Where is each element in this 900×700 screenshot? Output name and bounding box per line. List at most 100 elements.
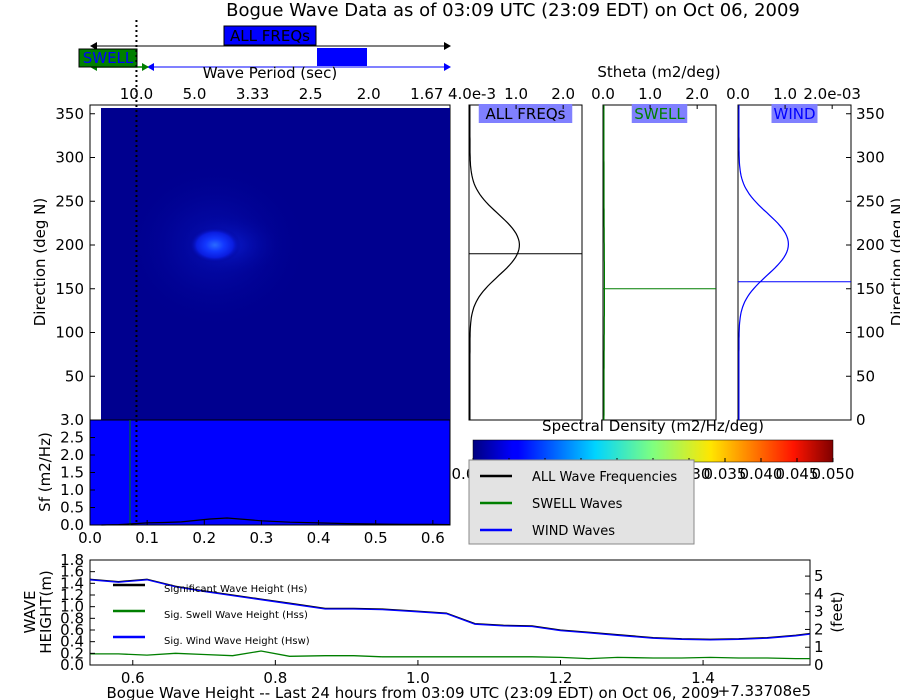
heatmap-y-tick-label: 100: [55, 324, 84, 342]
spread-panel-all-freqs: ALL FREQs 1.0 2.0 4.0e-3: [448, 85, 583, 421]
swell-label-box: [78, 48, 138, 68]
heatmap-x-tick-label: 3.33: [236, 85, 269, 103]
band-indicator: ALL FREQs SWELL: [78, 25, 451, 71]
wave-height-x-tick-label: 0.8: [263, 669, 287, 687]
colorbar-label: Spectral Density (m2/Hz/deg): [542, 417, 764, 435]
spread-x-tick-label: 1.0: [638, 85, 662, 103]
heatmap-y-tick-label: 50: [65, 367, 84, 385]
wave-height-feet-tick-label: 1: [814, 638, 824, 656]
wave-height-line: [90, 650, 810, 660]
wave-height-feet-tick-label: 5: [814, 567, 824, 585]
wave-height-legend-label: Sig. Swell Wave Height (Hss): [164, 610, 308, 621]
spread-y-tick-label: 100: [856, 324, 885, 342]
wave-height-y-axis-label-line1: WAVE: [21, 590, 39, 633]
spectrum-legend-entries: ALL Wave Frequencies SWELL Waves WIND Wave…: [480, 470, 677, 539]
heatmap-y-tick-label: 350: [55, 105, 84, 123]
wave-height-feet-tick-label: 4: [814, 585, 824, 603]
spread-y-tick-label: 350: [856, 105, 885, 123]
wave-height-y-tick-label: 1.2: [60, 586, 84, 604]
heatmap-peak-region: [188, 227, 241, 263]
spectrum-y-tick-label: 0.5: [60, 499, 84, 517]
wave-height-series: [89, 578, 811, 660]
wave-height-x-tick-label: 1.4: [691, 669, 715, 687]
heatmap-y-tick-label: 200: [55, 236, 84, 254]
spread-panel-label-box: [771, 104, 818, 123]
heatmap-y-axis-label: Direction (deg N): [31, 198, 49, 327]
spectrum-legend-label: WIND Waves: [532, 524, 615, 539]
spread-x-tick-label: 1.0: [773, 85, 797, 103]
spread-y-tick-label: 200: [856, 236, 885, 254]
wave-height-y-tick-label: 0.2: [60, 644, 84, 662]
spread-y-tick-label: 0: [856, 411, 866, 429]
all-freq-label-box: [223, 25, 317, 46]
wave-height-y-tick-label: 0.0: [60, 656, 84, 674]
spread-curve: [738, 105, 790, 420]
heatmap-panel: Wave Period (sec) 10.0 5.0 3.33 2.5 2.0 1.67 …: [31, 64, 451, 421]
directional-spread-panels: Stheta (m2/deg) ALL FREQs 1.0 2.0 4.0e-3 SWE…: [448, 63, 900, 429]
spectrum-y-tick-label: 3.0: [60, 411, 84, 429]
wave-height-panel: 0.6 0.8 1.0 1.2 1.40.00.20.40.60.81.01.21.41…: [21, 551, 846, 700]
wave-height-ticks: 0.6 0.8 1.0 1.2 1.40.00.20.40.60.81.01.21.41…: [60, 551, 823, 687]
spread-panel-label-box: [478, 104, 573, 123]
spread-panel-frame: [468, 104, 583, 421]
wind-band-left-arrow: [147, 63, 154, 71]
wave-height-x-tick-label: 1.2: [549, 669, 573, 687]
spread-scale-note: 4.0e-3: [448, 85, 496, 103]
heatmap-y-tick-label: 250: [55, 192, 84, 210]
wave-height-y-tick-label: 0.4: [60, 633, 84, 651]
spectrum-ticks: 0.0 0.1 0.2 0.3 0.4 0.5 0.60.00.51.01.52.02.53…: [60, 411, 445, 547]
colorbar-tick-label: 0.035: [704, 465, 747, 483]
spectrum-x-tick-label: 0.4: [307, 529, 331, 547]
wave-height-y-tick-label: 1.0: [60, 598, 84, 616]
wave-height-y-tick-label: 1.4: [60, 574, 84, 592]
wave-height-x-offset-label: +7.33708e5: [718, 682, 811, 700]
spread-y-tick-label: 150: [856, 280, 885, 298]
spread-panel-swell: SWELL 0.0 1.0 2.0: [591, 85, 717, 421]
spread-panel-label: SWELL: [634, 105, 685, 123]
spectrum-y-tick-label: 1.0: [60, 481, 84, 499]
all-freq-band-left-arrow: [90, 42, 97, 50]
spread-curve: [469, 105, 521, 420]
all-freq-band-right-arrow: [444, 42, 451, 50]
wave-height-y-tick-label: 0.6: [60, 621, 84, 639]
spread-y-tick-label: 300: [856, 149, 885, 167]
heatmap-x-tick-label: 1.67: [410, 85, 443, 103]
wave-height-legend: Significant Wave Height (Hs) Sig. Swell W…: [113, 583, 310, 647]
spread-x-tick-label: 2.0: [551, 85, 575, 103]
wave-height-y-tick-label: 1.6: [60, 563, 84, 581]
spread-panel-frame: [737, 104, 852, 421]
wave-height-right-axis-label: (feet): [828, 591, 846, 632]
spectrum-x-tick-label: 0.6: [421, 529, 445, 547]
wave-height-x-axis-label: Bogue Wave Height -- Last 24 hours from …: [107, 684, 720, 700]
wave-height-y-tick-label: 1.8: [60, 551, 84, 569]
heatmap-y-ticks: 50 100 150 200 250 300 350: [55, 105, 95, 385]
colorbar-tick-label: 0.045: [776, 465, 819, 483]
wave-height-line: [89, 579, 811, 641]
spread-x-tick-label: 2.0e-03: [803, 85, 861, 103]
spread-right-y-ticks: 0 50 100 150 200 250 300 350: [846, 105, 885, 429]
wave-height-legend-label: Significant Wave Height (Hs): [164, 584, 307, 595]
heatmap-y-tick-label: 300: [55, 149, 84, 167]
spectrum-legend: ALL Wave Frequencies SWELL Waves WIND Wave…: [468, 459, 695, 545]
spectrum-y-tick-label: 0.0: [60, 516, 84, 534]
stheta-axis-label: Stheta (m2/deg): [597, 63, 720, 81]
wave-height-y-tick-label: 0.8: [60, 609, 84, 627]
wave-height-feet-tick-label: 3: [814, 603, 824, 621]
spectrum-y-tick-label: 2.5: [60, 429, 84, 447]
spread-x-tick-label: 0.0: [726, 85, 750, 103]
spectrum-x-tick-label: 0.1: [135, 529, 159, 547]
spread-panel-label-box: [631, 104, 688, 123]
spectrum-curve: [101, 517, 451, 526]
wave-height-x-tick-label: 1.0: [406, 669, 430, 687]
spectrum-x-tick-label: 0.3: [249, 529, 273, 547]
spectrum-x-tick-label: 0.2: [192, 529, 216, 547]
spread-panel-label: WIND: [773, 105, 815, 123]
swell-band-right-arrow: [142, 63, 149, 71]
spectrum-legend-label: ALL Wave Frequencies: [532, 470, 677, 485]
all-freq-band-marker: [317, 48, 367, 66]
figure-title: Bogue Wave Data as of 03:09 UTC (23:09 E…: [226, 0, 800, 21]
spread-panel-frame: [602, 104, 717, 421]
spectrum-background: [89, 419, 451, 526]
spectrum-y-axis-label: Sf (m2/Hz): [36, 432, 54, 512]
